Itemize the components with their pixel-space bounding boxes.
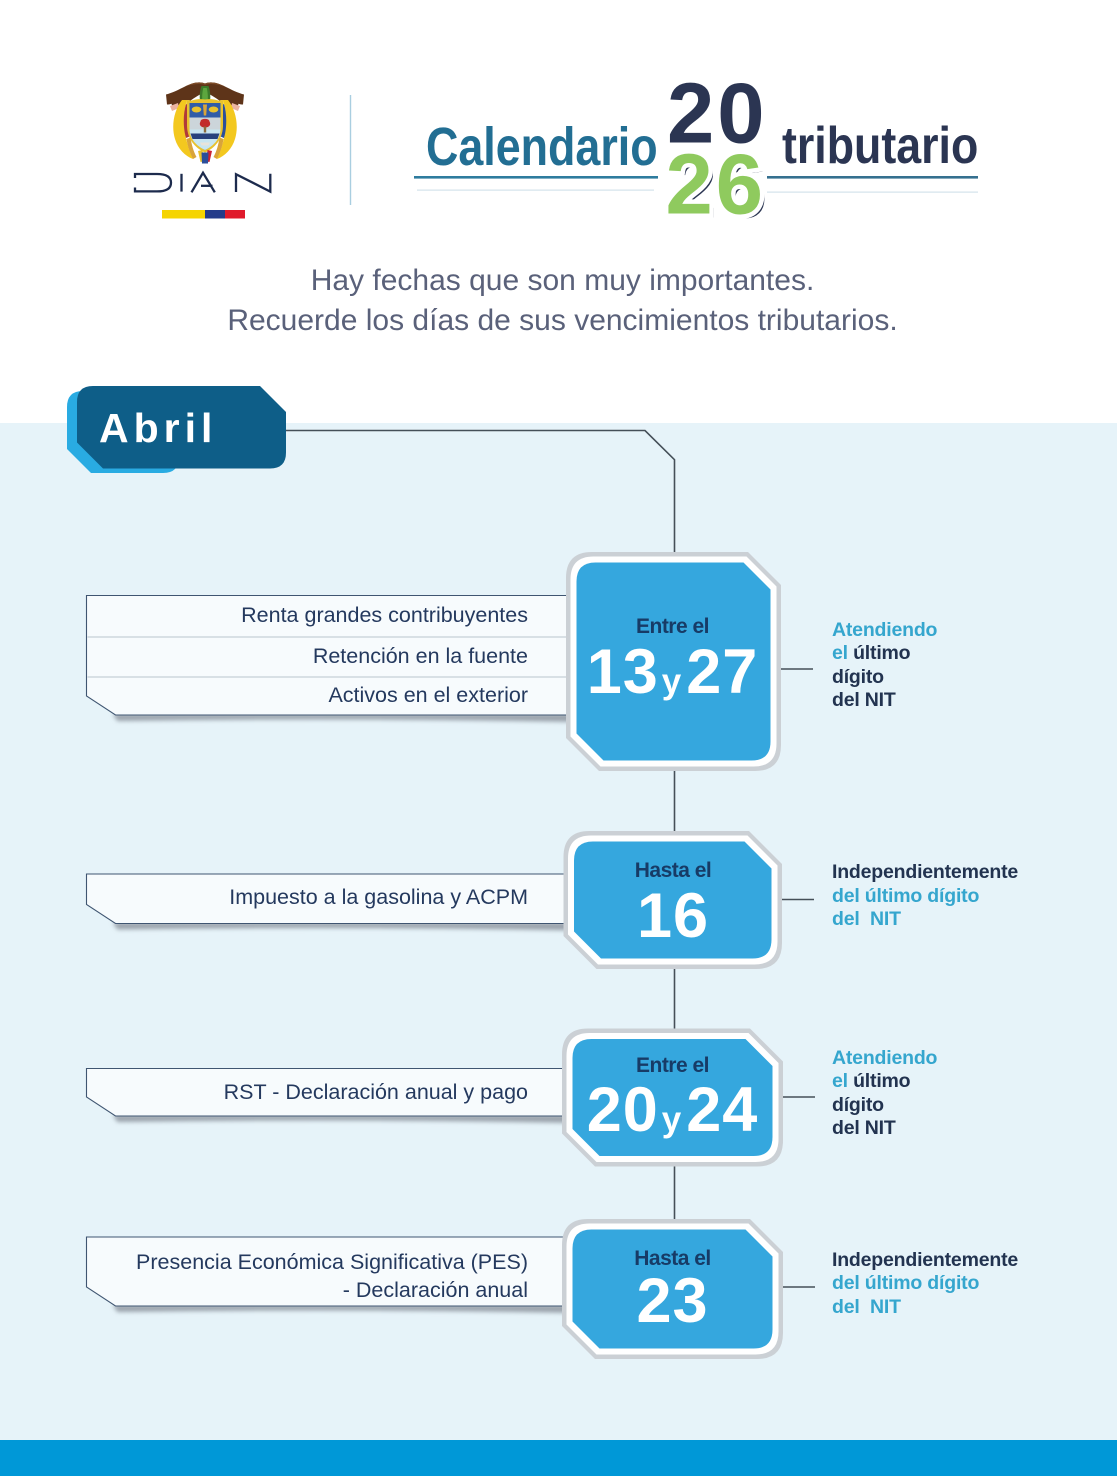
svg-text:20: 20	[667, 67, 768, 162]
svg-text:26: 26	[670, 141, 771, 236]
svg-text:20: 20	[667, 67, 768, 162]
svg-text:26: 26	[666, 137, 767, 232]
svg-text:26: 26	[666, 137, 767, 232]
